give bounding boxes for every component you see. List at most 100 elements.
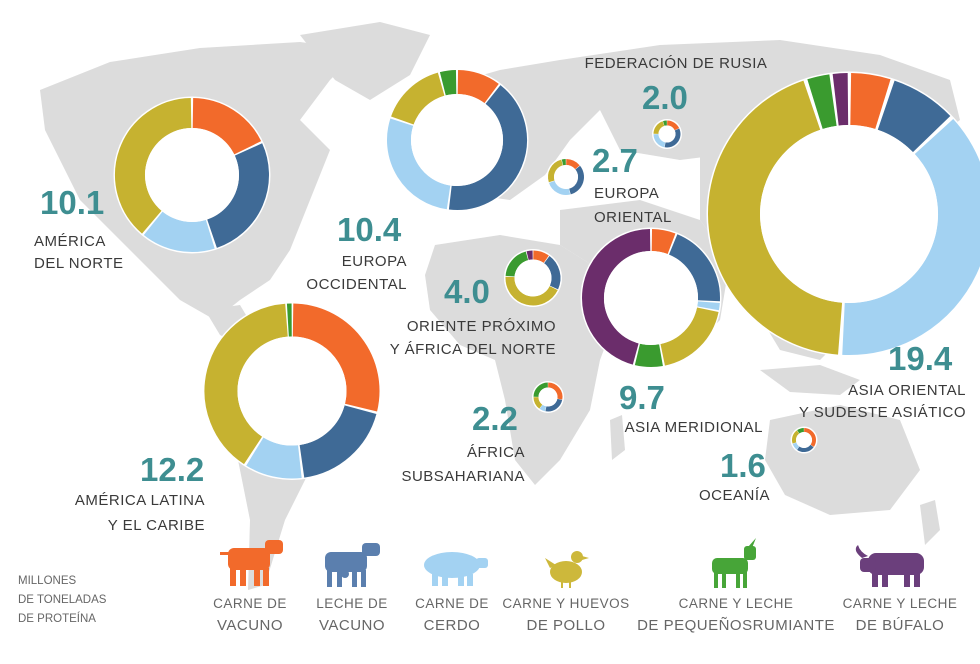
legend-label-buffalo-1: CARNE Y LECHE bbox=[843, 596, 958, 611]
legend-item-pork: CARNE DE CERDO bbox=[415, 552, 489, 634]
donut-oc-slice-2 bbox=[792, 442, 800, 450]
goat-icon bbox=[712, 538, 756, 588]
legend-label-pork-1: CARNE DE bbox=[415, 596, 489, 611]
donut-ru-slice-0 bbox=[666, 120, 680, 131]
unit-note-line-2: DE TONELADAS bbox=[18, 594, 107, 606]
donut-ee-hole bbox=[554, 165, 578, 189]
donut-sa-hole bbox=[604, 251, 698, 345]
value-we: 10.4 bbox=[337, 211, 402, 248]
donut-ea-hole bbox=[760, 125, 938, 303]
value-ee: 2.7 bbox=[592, 142, 638, 179]
donut-la-hole bbox=[237, 336, 347, 446]
unit-note: MILLONES DE TONELADAS DE PROTEÍNA bbox=[18, 575, 107, 625]
donut-oc-slice-0 bbox=[803, 428, 816, 447]
donut-af-slice-1 bbox=[545, 398, 563, 412]
donut-ea bbox=[706, 71, 980, 357]
donut-oc-slice-1 bbox=[797, 444, 814, 452]
donut-af-slice-3 bbox=[533, 396, 543, 409]
legend-label-small-ruminants-1: CARNE Y LECHE bbox=[679, 596, 794, 611]
legend-label-dairy-1: LECHE DE bbox=[316, 596, 388, 611]
label-af-0: ÁFRICA bbox=[467, 444, 525, 461]
legend: CARNE DE VACUNO LECHE DE VACUNO bbox=[213, 538, 957, 634]
region-labels: 10.1 AMÉRICA DEL NORTE 10.4 EUROPA OCCIDENTAL… bbox=[34, 55, 966, 534]
donut-we-slice-3 bbox=[391, 72, 445, 126]
label-ea-1: Y SUDESTE ASIÁTICO bbox=[799, 404, 966, 421]
donut-we-slice-2 bbox=[387, 118, 451, 210]
label-la-0: AMÉRICA LATINA bbox=[75, 492, 205, 509]
donut-ee-slice-3 bbox=[548, 159, 564, 183]
donut-af-slice-2 bbox=[539, 404, 547, 412]
donut-ru-slice-2 bbox=[653, 133, 666, 148]
donut-na-slice-1 bbox=[206, 143, 269, 248]
donut-ru-slice-1 bbox=[664, 128, 681, 148]
legend-item-buffalo: CARNE Y LECHE DE BÚFALO bbox=[843, 545, 958, 634]
pig-icon bbox=[424, 552, 488, 586]
donut-me bbox=[504, 249, 562, 307]
buffalo-icon bbox=[855, 545, 924, 587]
value-la: 12.2 bbox=[140, 451, 204, 488]
donut-ee-slice-1 bbox=[568, 165, 584, 195]
value-ea: 19.4 bbox=[888, 340, 953, 377]
donut-me-hole bbox=[514, 259, 552, 297]
donut-ee bbox=[546, 157, 586, 197]
donut-oc-slice-4 bbox=[797, 428, 805, 434]
legend-label-pork-2: CERDO bbox=[424, 617, 481, 634]
donut-ea-slice-0 bbox=[849, 73, 891, 130]
legend-item-chicken: CARNE Y HUEVOS DE POLLO bbox=[502, 551, 629, 634]
legend-label-beef-1: CARNE DE bbox=[213, 596, 287, 611]
donut-ea-slice-5 bbox=[832, 73, 849, 126]
donut-oc-slice-3 bbox=[792, 430, 800, 444]
legend-label-dairy-2: VACUNO bbox=[319, 617, 385, 634]
donut-ea-slice-2 bbox=[842, 119, 980, 355]
donut-ea-slice-4 bbox=[807, 74, 838, 130]
donut-charts bbox=[113, 68, 980, 480]
donut-me-slice-1 bbox=[543, 256, 561, 290]
donut-la-slice-3 bbox=[204, 303, 289, 465]
donut-la-slice-1 bbox=[298, 404, 377, 478]
donut-ee-slice-0 bbox=[565, 159, 580, 170]
donut-sa bbox=[580, 227, 722, 369]
cow-icon bbox=[220, 540, 283, 586]
donut-me-slice-4 bbox=[505, 251, 529, 277]
label-ea-0: ASIA ORIENTAL bbox=[848, 382, 966, 399]
label-we-1: OCCIDENTAL bbox=[306, 276, 407, 293]
donut-la bbox=[203, 302, 381, 480]
label-we-0: EUROPA bbox=[342, 253, 407, 270]
donut-sa-slice-3 bbox=[659, 306, 719, 366]
donut-na-slice-3 bbox=[115, 98, 192, 234]
donut-me-slice-0 bbox=[532, 250, 549, 264]
donut-na bbox=[113, 96, 271, 254]
donut-ru bbox=[652, 119, 682, 149]
map-new-zealand bbox=[920, 500, 940, 545]
map-greenland bbox=[300, 22, 430, 100]
unit-note-line-1: MILLONES bbox=[18, 575, 76, 587]
label-ee-0: EUROPA bbox=[594, 185, 659, 202]
donut-la-slice-0 bbox=[292, 303, 380, 412]
donut-sa-slice-0 bbox=[651, 229, 676, 255]
value-af: 2.2 bbox=[472, 400, 518, 437]
legend-label-buffalo-2: DE BÚFALO bbox=[856, 617, 945, 634]
donut-na-slice-0 bbox=[192, 98, 262, 155]
donut-we bbox=[385, 68, 529, 212]
donut-me-slice-3 bbox=[505, 276, 558, 306]
legend-label-chicken-2: DE POLLO bbox=[526, 617, 605, 634]
donut-sa-slice-1 bbox=[668, 234, 720, 302]
label-sa-0: ASIA MERIDIONAL bbox=[625, 419, 763, 436]
donut-oc bbox=[790, 426, 818, 454]
donut-ea-slice-1 bbox=[876, 80, 951, 153]
legend-label-small-ruminants-2: DE PEQUEÑOSRUMIANTE bbox=[637, 617, 835, 634]
donut-oc-hole bbox=[796, 432, 812, 448]
label-ee-1: ORIENTAL bbox=[594, 209, 672, 226]
legend-item-small-ruminants: CARNE Y LECHE DE PEQUEÑOSRUMIANTE bbox=[637, 538, 835, 634]
label-ru-0: FEDERACIÓN DE RUSIA bbox=[585, 55, 768, 72]
map-africa bbox=[425, 235, 615, 485]
label-na-1: DEL NORTE bbox=[34, 255, 124, 272]
label-me-1: Y ÁFRICA DEL NORTE bbox=[390, 341, 556, 358]
dairy-cow-icon bbox=[325, 543, 380, 587]
donut-sa-slice-5 bbox=[582, 229, 651, 365]
label-af-1: SUBSAHARIANA bbox=[401, 468, 525, 485]
donut-ru-slice-3 bbox=[653, 121, 665, 135]
donut-me-slice-5 bbox=[526, 250, 533, 261]
label-me-0: ORIENTE PRÓXIMO bbox=[407, 318, 556, 335]
donut-ru-hole bbox=[658, 125, 676, 143]
